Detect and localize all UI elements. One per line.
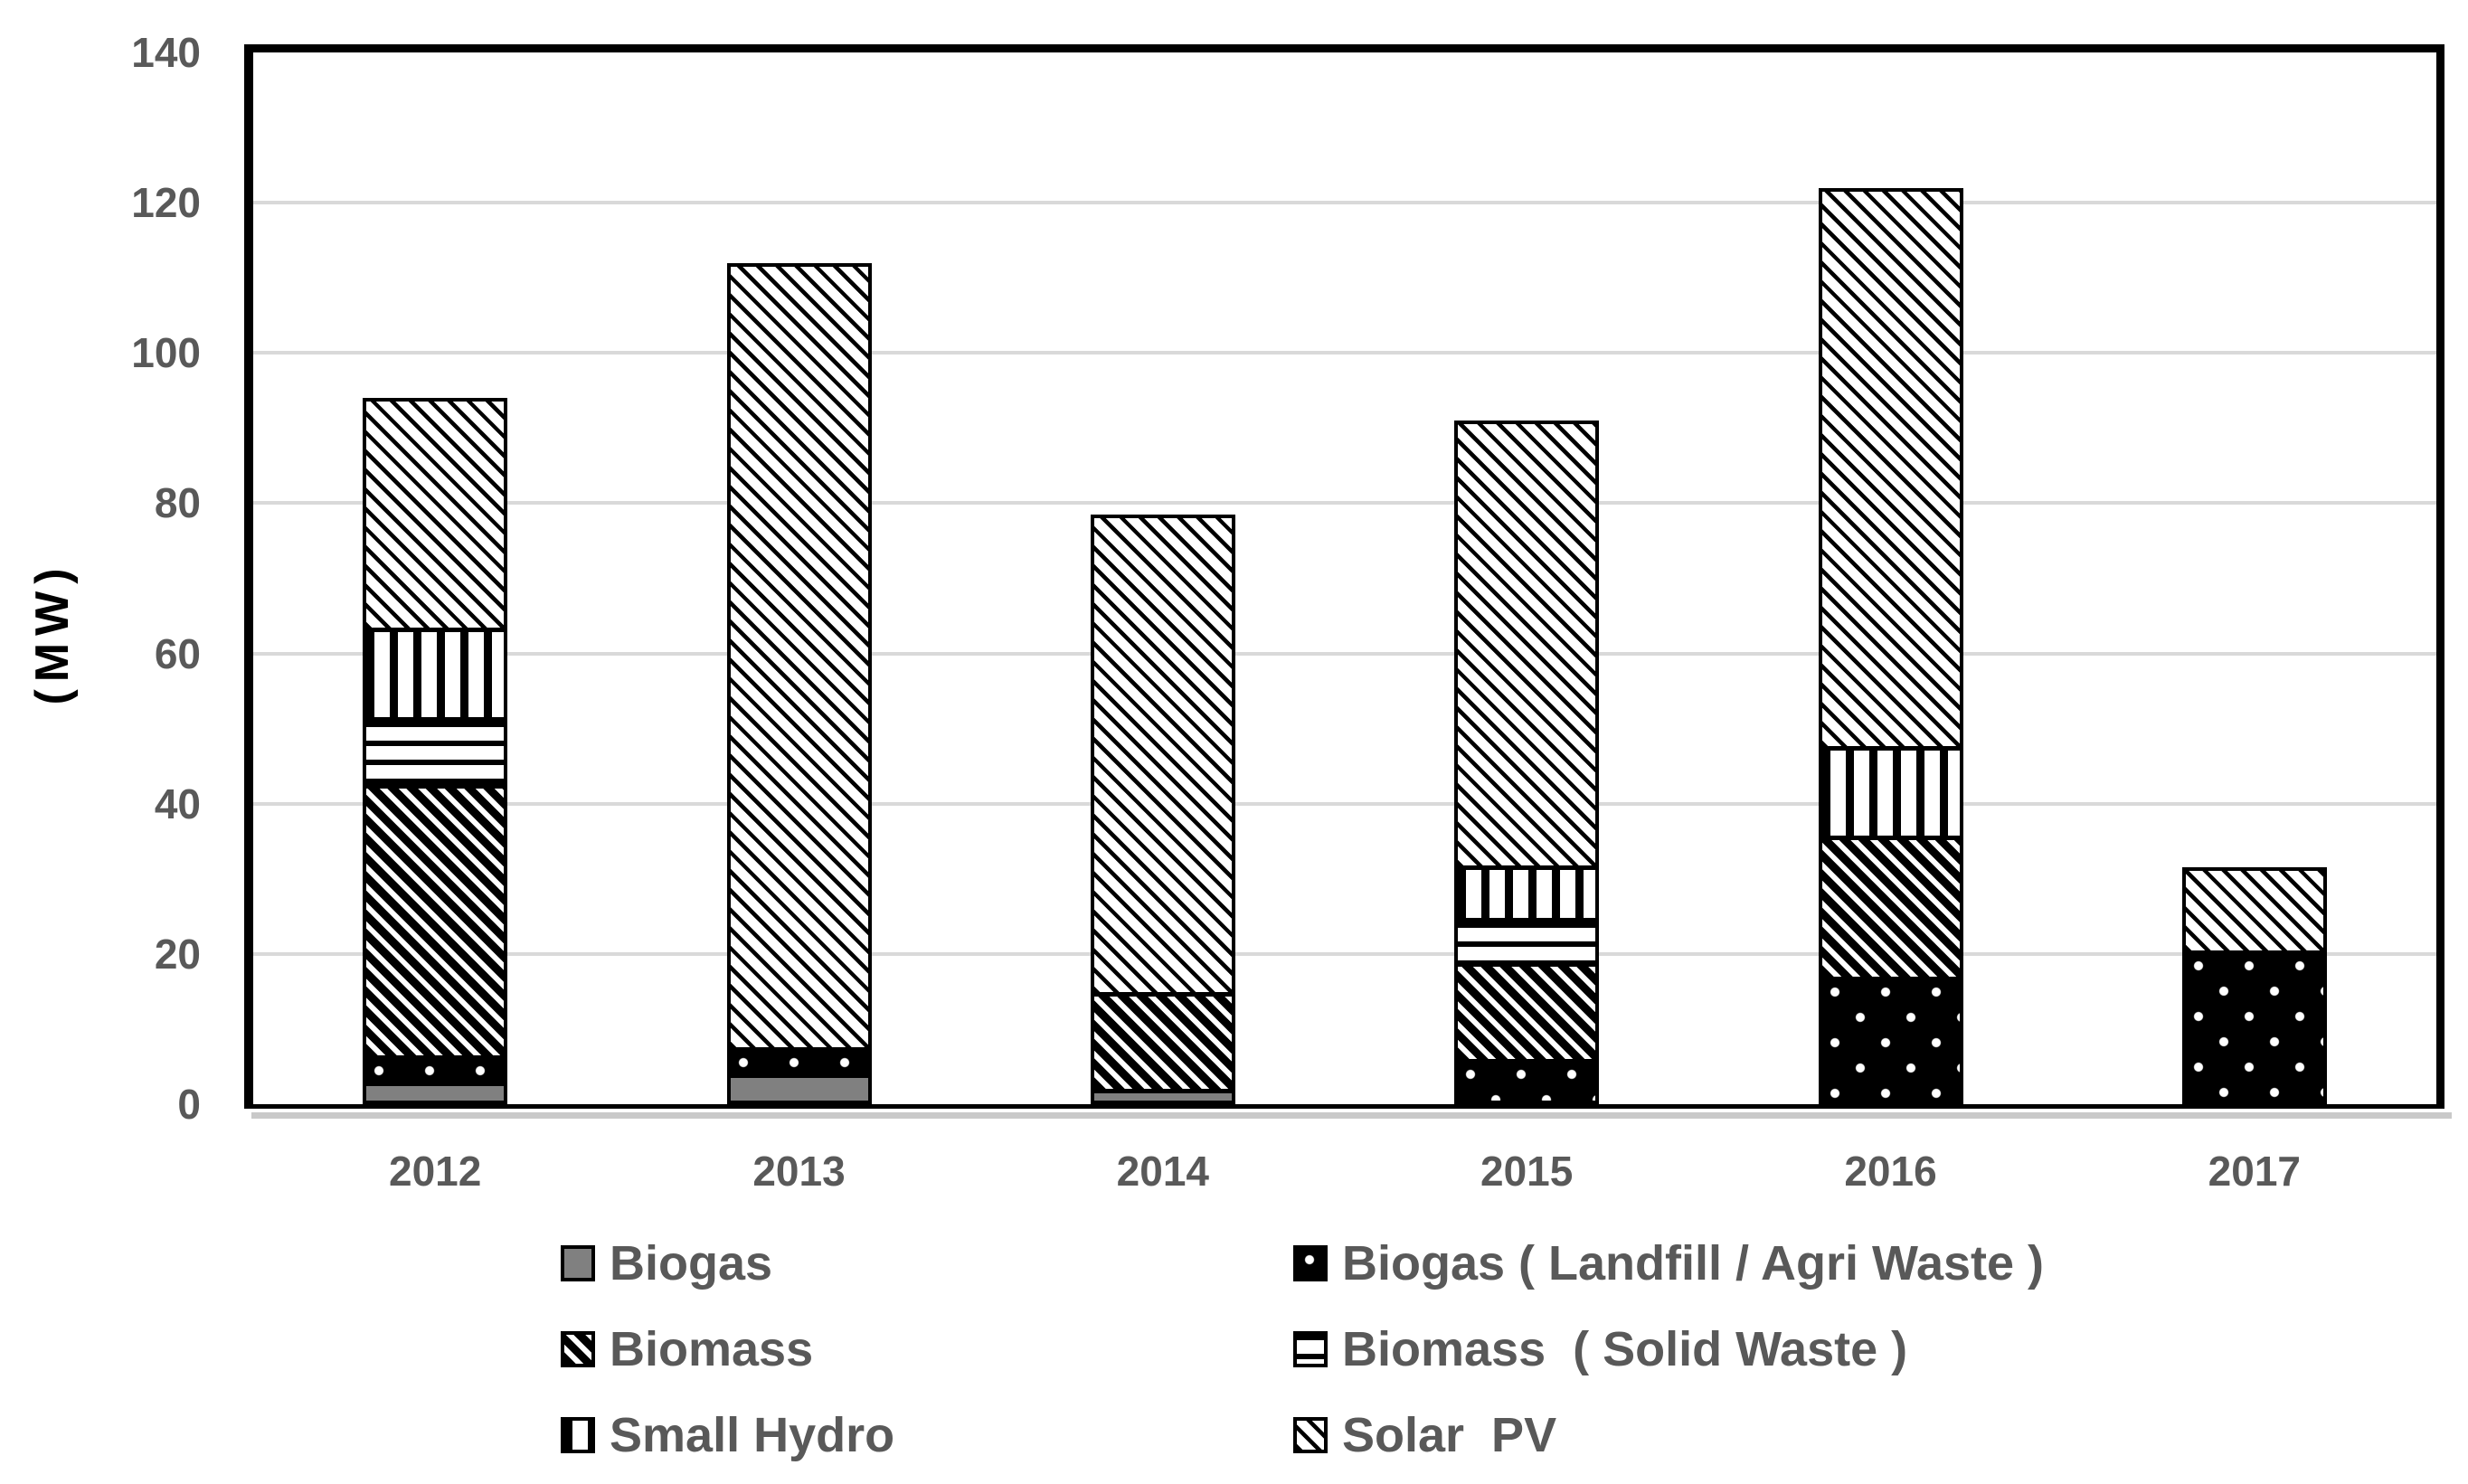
y-tick-label-120: 120 [131, 179, 201, 227]
x-tick-label-2013: 2013 [752, 1148, 846, 1195]
y-tick-label-40: 40 [154, 780, 201, 827]
legend-swatch-biomass [561, 1331, 595, 1367]
x-tick-label-2017: 2017 [2208, 1148, 2301, 1195]
bar-segment-biogas-landfill-agri-waste-2015 [1458, 1063, 1596, 1101]
bar-segment-biogas-landfill-agri-waste-2013 [730, 1052, 868, 1079]
bar-segment-solar-pv-2015 [1458, 424, 1596, 871]
legend-label-small-hydro: Small Hydro [610, 1408, 895, 1462]
bar-2017 [2181, 867, 2327, 1104]
bar-segment-biogas-2013 [730, 1078, 868, 1101]
x-tick-label-2014: 2014 [1116, 1148, 1209, 1195]
gridline-60 [253, 651, 2436, 656]
bar-segment-biomass-solid-waste-2015 [1458, 922, 1596, 968]
legend-swatch-biomass-solid-waste [1293, 1331, 1328, 1367]
gridline-80 [253, 501, 2436, 506]
x-tick-label-2016: 2016 [1844, 1148, 1937, 1195]
legend-label-biogas: Biogas [610, 1236, 773, 1290]
plot-inner [253, 52, 2436, 1104]
bar-segment-solar-pv-2014 [1093, 517, 1232, 997]
bar-segment-solar-pv-2013 [730, 266, 868, 1053]
y-tick-label-20: 20 [154, 930, 201, 978]
y-tick-label-80: 80 [154, 479, 201, 527]
bar-2016 [1818, 187, 1963, 1104]
bar-segment-small-hydro-2015 [1458, 870, 1596, 922]
bar-segment-biogas-landfill-agri-waste-2012 [366, 1059, 505, 1086]
legend-column-left: Biogas Biomass Small Hydro [561, 1239, 894, 1460]
x-tick-label-2012: 2012 [388, 1148, 482, 1195]
bar-segment-small-hydro-2016 [1821, 750, 1960, 840]
legend-label-biogas-landfill-agri-waste: Biogas ( Landfill / Agri Waste ) [1342, 1236, 2045, 1290]
legend-item-small-hydro: Small Hydro [561, 1411, 894, 1460]
bar-2012 [363, 398, 508, 1104]
bar-segment-biomass-2014 [1093, 997, 1232, 1093]
bar-segment-solar-pv-2017 [2185, 871, 2323, 955]
bar-segment-biogas-landfill-agri-waste-2017 [2185, 954, 2323, 1101]
bar-segment-biomass-2016 [1821, 839, 1960, 982]
legend-item-biomass: Biomass [561, 1325, 894, 1374]
legend-label-solar-pv: Solar PV [1342, 1408, 1557, 1462]
gridline-100 [253, 351, 2436, 355]
gridline-120 [253, 201, 2436, 205]
bar-segment-biomass-2015 [1458, 967, 1596, 1063]
gridline-40 [253, 801, 2436, 806]
bar-segment-biomass-2012 [366, 788, 505, 1060]
bar-segment-solar-pv-2012 [366, 402, 505, 633]
legend-label-biomass: Biomass [610, 1322, 814, 1376]
y-tick-label-100: 100 [131, 329, 201, 377]
y-tick-label-60: 60 [154, 629, 201, 677]
x-axis-shadow-line [251, 1112, 2452, 1119]
y-tick-label-140: 140 [131, 29, 201, 76]
bar-segment-biogas-landfill-agri-waste-2016 [1821, 981, 1960, 1101]
legend-item-biomass-solid-waste: Biomass ( Solid Waste ) [1293, 1325, 2044, 1374]
plot-area [244, 44, 2444, 1109]
y-tick-label-0: 0 [177, 1081, 201, 1128]
legend-label-biomass-solid-waste: Biomass ( Solid Waste ) [1342, 1322, 1908, 1376]
legend-item-solar-pv: Solar PV [1293, 1411, 2044, 1460]
bar-segment-biogas-2014 [1093, 1092, 1232, 1101]
legend-swatch-biogas-landfill-agri-waste [1293, 1245, 1328, 1281]
legend-item-biogas-landfill-agri-waste: Biogas ( Landfill / Agri Waste ) [1293, 1239, 2044, 1288]
gridline-20 [253, 951, 2436, 956]
bar-segment-small-hydro-2012 [366, 632, 505, 722]
bar-2014 [1090, 514, 1235, 1104]
legend-swatch-small-hydro [561, 1417, 595, 1453]
bar-segment-biomass-solid-waste-2012 [366, 721, 505, 789]
legend-column-right: Biogas ( Landfill / Agri Waste ) Biomass … [1293, 1239, 2044, 1460]
bar-2013 [726, 262, 872, 1104]
bar-segment-biogas-2012 [366, 1085, 505, 1101]
x-tick-label-2015: 2015 [1480, 1148, 1574, 1195]
legend-swatch-biogas [561, 1245, 595, 1281]
bar-2015 [1454, 421, 1600, 1104]
legend-swatch-solar-pv [1293, 1417, 1328, 1453]
bar-segment-solar-pv-2016 [1821, 191, 1960, 751]
legend-item-biogas: Biogas [561, 1239, 894, 1288]
